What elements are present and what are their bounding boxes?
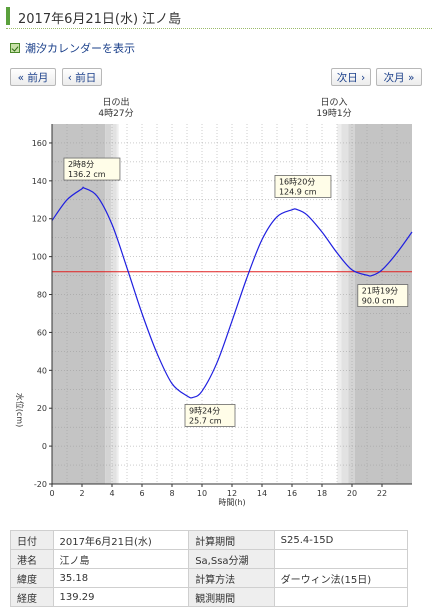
title-bar: 2017年6月21日(水) 江ノ島 xyxy=(6,4,432,29)
x-tick-label: 4 xyxy=(109,489,114,498)
calendar-link[interactable]: 潮汐カレンダーを表示 xyxy=(10,40,135,56)
table-value-cell: 2017年6月21日(水) xyxy=(52,530,190,550)
table-value-cell xyxy=(273,587,409,607)
daylight-band xyxy=(116,124,119,484)
daylight-band xyxy=(341,124,349,484)
x-tick-label: 12 xyxy=(227,489,237,498)
daylight-band xyxy=(348,124,355,484)
table-row: 港名 江ノ島 Sa,Ssa分潮 xyxy=(10,549,409,569)
y-tick-label: 100 xyxy=(32,253,47,262)
annotation-time: 16時20分 xyxy=(279,177,315,186)
tide-curve xyxy=(51,186,413,399)
table-value-cell: 江ノ島 xyxy=(52,549,190,569)
x-tick-label: 16 xyxy=(287,489,297,498)
y-tick-label: 160 xyxy=(32,139,47,148)
x-tick-label: 6 xyxy=(139,489,144,498)
table-key-cell: 計算期間 xyxy=(188,530,275,550)
table-key-cell: 経度 xyxy=(10,587,54,607)
table-key-cell: Sa,Ssa分潮 xyxy=(188,549,275,569)
table-key-cell: 緯度 xyxy=(10,568,54,588)
sunset-time: 19時1分 xyxy=(316,109,352,119)
info-table: 日付 2017年6月21日(水) 計算期間 S25.4-15D 港名 江ノ島 Sa,Ssa分… xyxy=(10,530,409,607)
daylight-band xyxy=(111,124,117,484)
annotation-time: 9時24分 xyxy=(189,406,220,415)
table-row: 日付 2017年6月21日(水) 計算期間 S25.4-15D xyxy=(10,530,409,550)
table-value-cell: 139.29 xyxy=(52,587,190,607)
y-tick-label: -20 xyxy=(34,480,47,489)
y-tick-label: 0 xyxy=(42,442,47,451)
x-tick-label: 0 xyxy=(49,489,54,498)
x-tick-label: 18 xyxy=(317,489,327,498)
annotation-value: 25.7 cm xyxy=(189,416,222,425)
sunrise-title: 日の出 xyxy=(102,98,130,108)
sunrise-label: 日の出 4時27分 xyxy=(94,98,138,120)
annotation-value: 124.9 cm xyxy=(279,187,317,196)
chart-axes: 0 2 4 6 8 10 12 14 16 18 20 22-20020406080100120140… xyxy=(32,124,412,498)
annotation-box xyxy=(274,175,332,198)
x-axis-label: 時間(h) xyxy=(218,498,245,507)
daylight-band xyxy=(52,124,106,484)
annotation-value: 136.2 cm xyxy=(68,170,106,179)
x-tick-label: 20 xyxy=(347,489,357,498)
calendar-link-label[interactable]: 潮汐カレンダーを表示 xyxy=(25,42,135,55)
x-tick-label: 22 xyxy=(377,489,387,498)
table-key-cell: 観測期間 xyxy=(188,587,275,607)
sunset-title: 日の入 xyxy=(320,98,348,108)
chart-grid xyxy=(52,124,412,485)
y-axis-label: 水位(cm) xyxy=(15,393,25,427)
annotation-box xyxy=(357,284,409,307)
tide-curve-group xyxy=(51,186,413,399)
annotation-box xyxy=(63,157,121,181)
prev-day-button[interactable]: ‹ 前日 xyxy=(62,68,102,86)
table-row: 経度 139.29 観測期間 xyxy=(10,587,409,607)
y-tick-label: 140 xyxy=(32,177,47,186)
table-row: 緯度 35.18 計算方法 ダーウィン法(15日) xyxy=(10,568,409,588)
table-key-cell: 日付 xyxy=(10,530,54,550)
title-accent-bar xyxy=(6,7,10,25)
x-tick-label: 8 xyxy=(169,489,174,498)
annotation-value: 90.0 cm xyxy=(362,297,395,306)
x-tick-label: 2 xyxy=(79,489,84,498)
tide-chart: 0 2 4 6 8 10 12 14 16 18 20 22-20020406080100120140… xyxy=(15,124,413,507)
table-value-cell: 35.18 xyxy=(52,568,190,588)
table-key-cell: 港名 xyxy=(10,549,54,569)
daylight-band xyxy=(337,124,342,484)
next-month-button[interactable]: 次月 » xyxy=(376,68,422,86)
y-tick-label: 120 xyxy=(32,215,47,224)
page-title: 2017年6月21日(水) 江ノ島 xyxy=(18,12,182,27)
sunset-label: 日の入 19時1分 xyxy=(312,98,356,120)
annotation-time: 21時19分 xyxy=(362,287,398,296)
y-tick-label: 40 xyxy=(37,366,47,375)
x-tick-label: 14 xyxy=(257,489,267,498)
y-tick-label: 80 xyxy=(37,291,47,300)
annotation-box xyxy=(184,404,236,427)
table-key-cell: 計算方法 xyxy=(188,568,275,588)
table-value-cell: ダーウィン法(15日) xyxy=(273,568,409,588)
y-tick-label: 20 xyxy=(37,404,47,413)
prev-month-button[interactable]: « 前月 xyxy=(10,68,56,86)
annotation-time: 2時8分 xyxy=(68,160,94,169)
sunrise-time: 4時27分 xyxy=(98,109,134,119)
checkbox-icon xyxy=(10,43,20,53)
next-day-button[interactable]: 次日 › xyxy=(331,68,371,86)
table-value-cell: S25.4-15D xyxy=(273,530,409,550)
daylight-band xyxy=(105,124,112,484)
x-tick-label: 10 xyxy=(197,489,207,498)
y-tick-label: 60 xyxy=(37,328,47,337)
table-value-cell xyxy=(273,549,409,569)
